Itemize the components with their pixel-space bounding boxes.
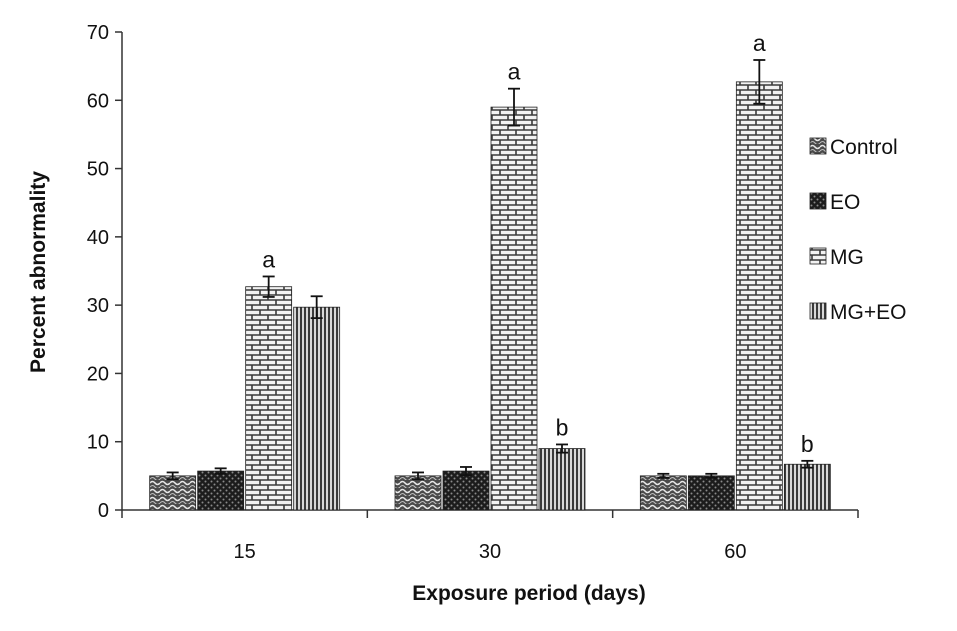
legend-label: Control (830, 136, 898, 159)
x-tick-label: 30 (479, 541, 501, 563)
x-tick-label: 60 (724, 541, 746, 563)
legend-swatch-control (809, 137, 827, 155)
significance-label: a (508, 59, 521, 85)
y-tick-label: 30 (87, 295, 109, 317)
bar-mg-15 (245, 286, 293, 511)
legend-label: EO (830, 191, 860, 214)
bar-eo-60 (687, 475, 735, 511)
significance-label: a (753, 30, 766, 56)
y-tick-label: 70 (87, 22, 109, 44)
y-tick-label: 10 (87, 432, 109, 454)
legend-swatch-eo (809, 192, 827, 210)
bar-eo-30 (442, 470, 490, 511)
significance-label: a (262, 246, 275, 272)
axes: 0 10 20 30 40 50 60 70 15 30 60 (87, 22, 859, 563)
bar-mg-60 (735, 81, 783, 511)
bar-mg-eo-60 (783, 463, 831, 511)
y-tick-label: 60 (87, 90, 109, 112)
legend-label: MG+EO (830, 301, 906, 324)
significance-label: b (801, 431, 814, 457)
bars-group: a a b a b (149, 30, 831, 511)
bar-control-15 (149, 475, 197, 511)
bar-eo-15 (197, 470, 245, 511)
y-tick-label: 40 (87, 227, 109, 249)
x-tick-label: 15 (234, 541, 256, 563)
bar-mg-30 (490, 106, 538, 511)
bar-control-30 (394, 475, 442, 511)
y-axis-title: Percent abnormality (27, 171, 50, 373)
legend-label: MG (830, 246, 864, 269)
y-tick-label: 0 (98, 500, 109, 522)
bar-mg-eo-15 (293, 306, 341, 511)
x-axis-title: Exposure period (days) (412, 582, 645, 605)
bar-control-60 (639, 475, 687, 511)
legend-swatch-mg (809, 247, 827, 265)
y-tick-label: 20 (87, 363, 109, 385)
significance-label: b (556, 414, 569, 440)
y-tick-label: 50 (87, 159, 109, 181)
legend: Control EO MG MG+EO (809, 136, 906, 324)
legend-swatch-mg-eo (809, 302, 827, 320)
bar-mg-eo-30 (538, 448, 586, 511)
